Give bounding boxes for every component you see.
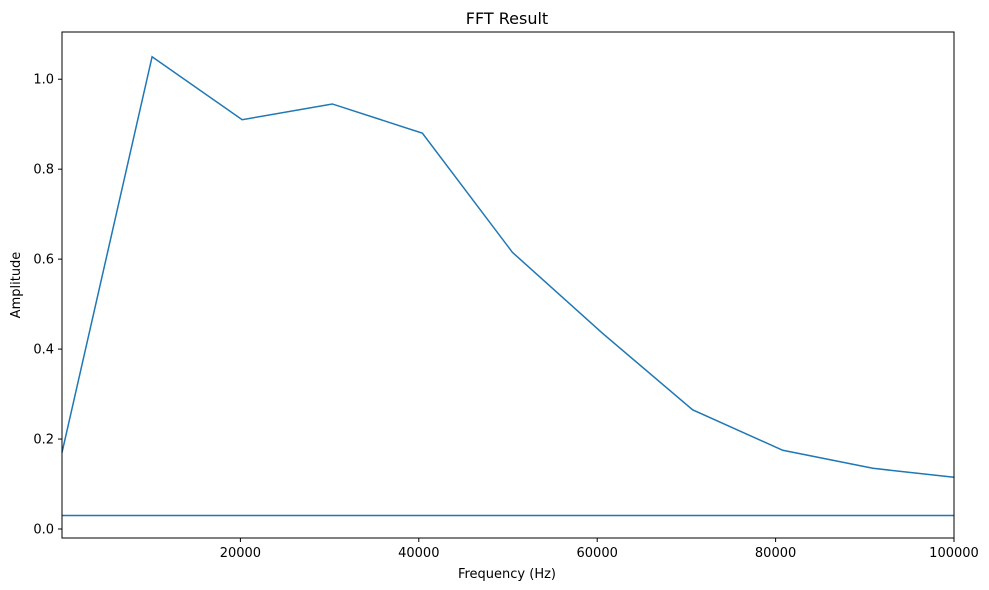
y-tick-label: 0.2 [33,433,54,448]
series-line-0 [61,55,955,479]
x-tick-label: 60000 [577,546,618,561]
x-axis-label: Frequency (Hz) [458,567,556,582]
y-axis-label: Amplitude [9,252,24,319]
y-tick-label: 0.6 [33,253,54,268]
plot-lines [61,55,955,517]
x-tick-label: 100000 [929,546,979,561]
x-tick-label: 80000 [755,546,796,561]
chart-title: FFT Result [466,9,548,28]
x-axis-ticks: 20000 40000 60000 80000 100000 [220,538,979,561]
plot-frame [61,31,955,539]
x-tick-label: 20000 [220,546,261,561]
y-tick-label: 1.0 [33,73,54,88]
y-tick-label: 0.0 [33,523,54,538]
y-tick-label: 0.8 [33,163,54,178]
y-axis-ticks: 0.0 0.2 0.4 0.6 0.8 1.0 [33,73,62,538]
y-tick-label: 0.4 [33,343,54,358]
x-tick-label: 40000 [398,546,439,561]
